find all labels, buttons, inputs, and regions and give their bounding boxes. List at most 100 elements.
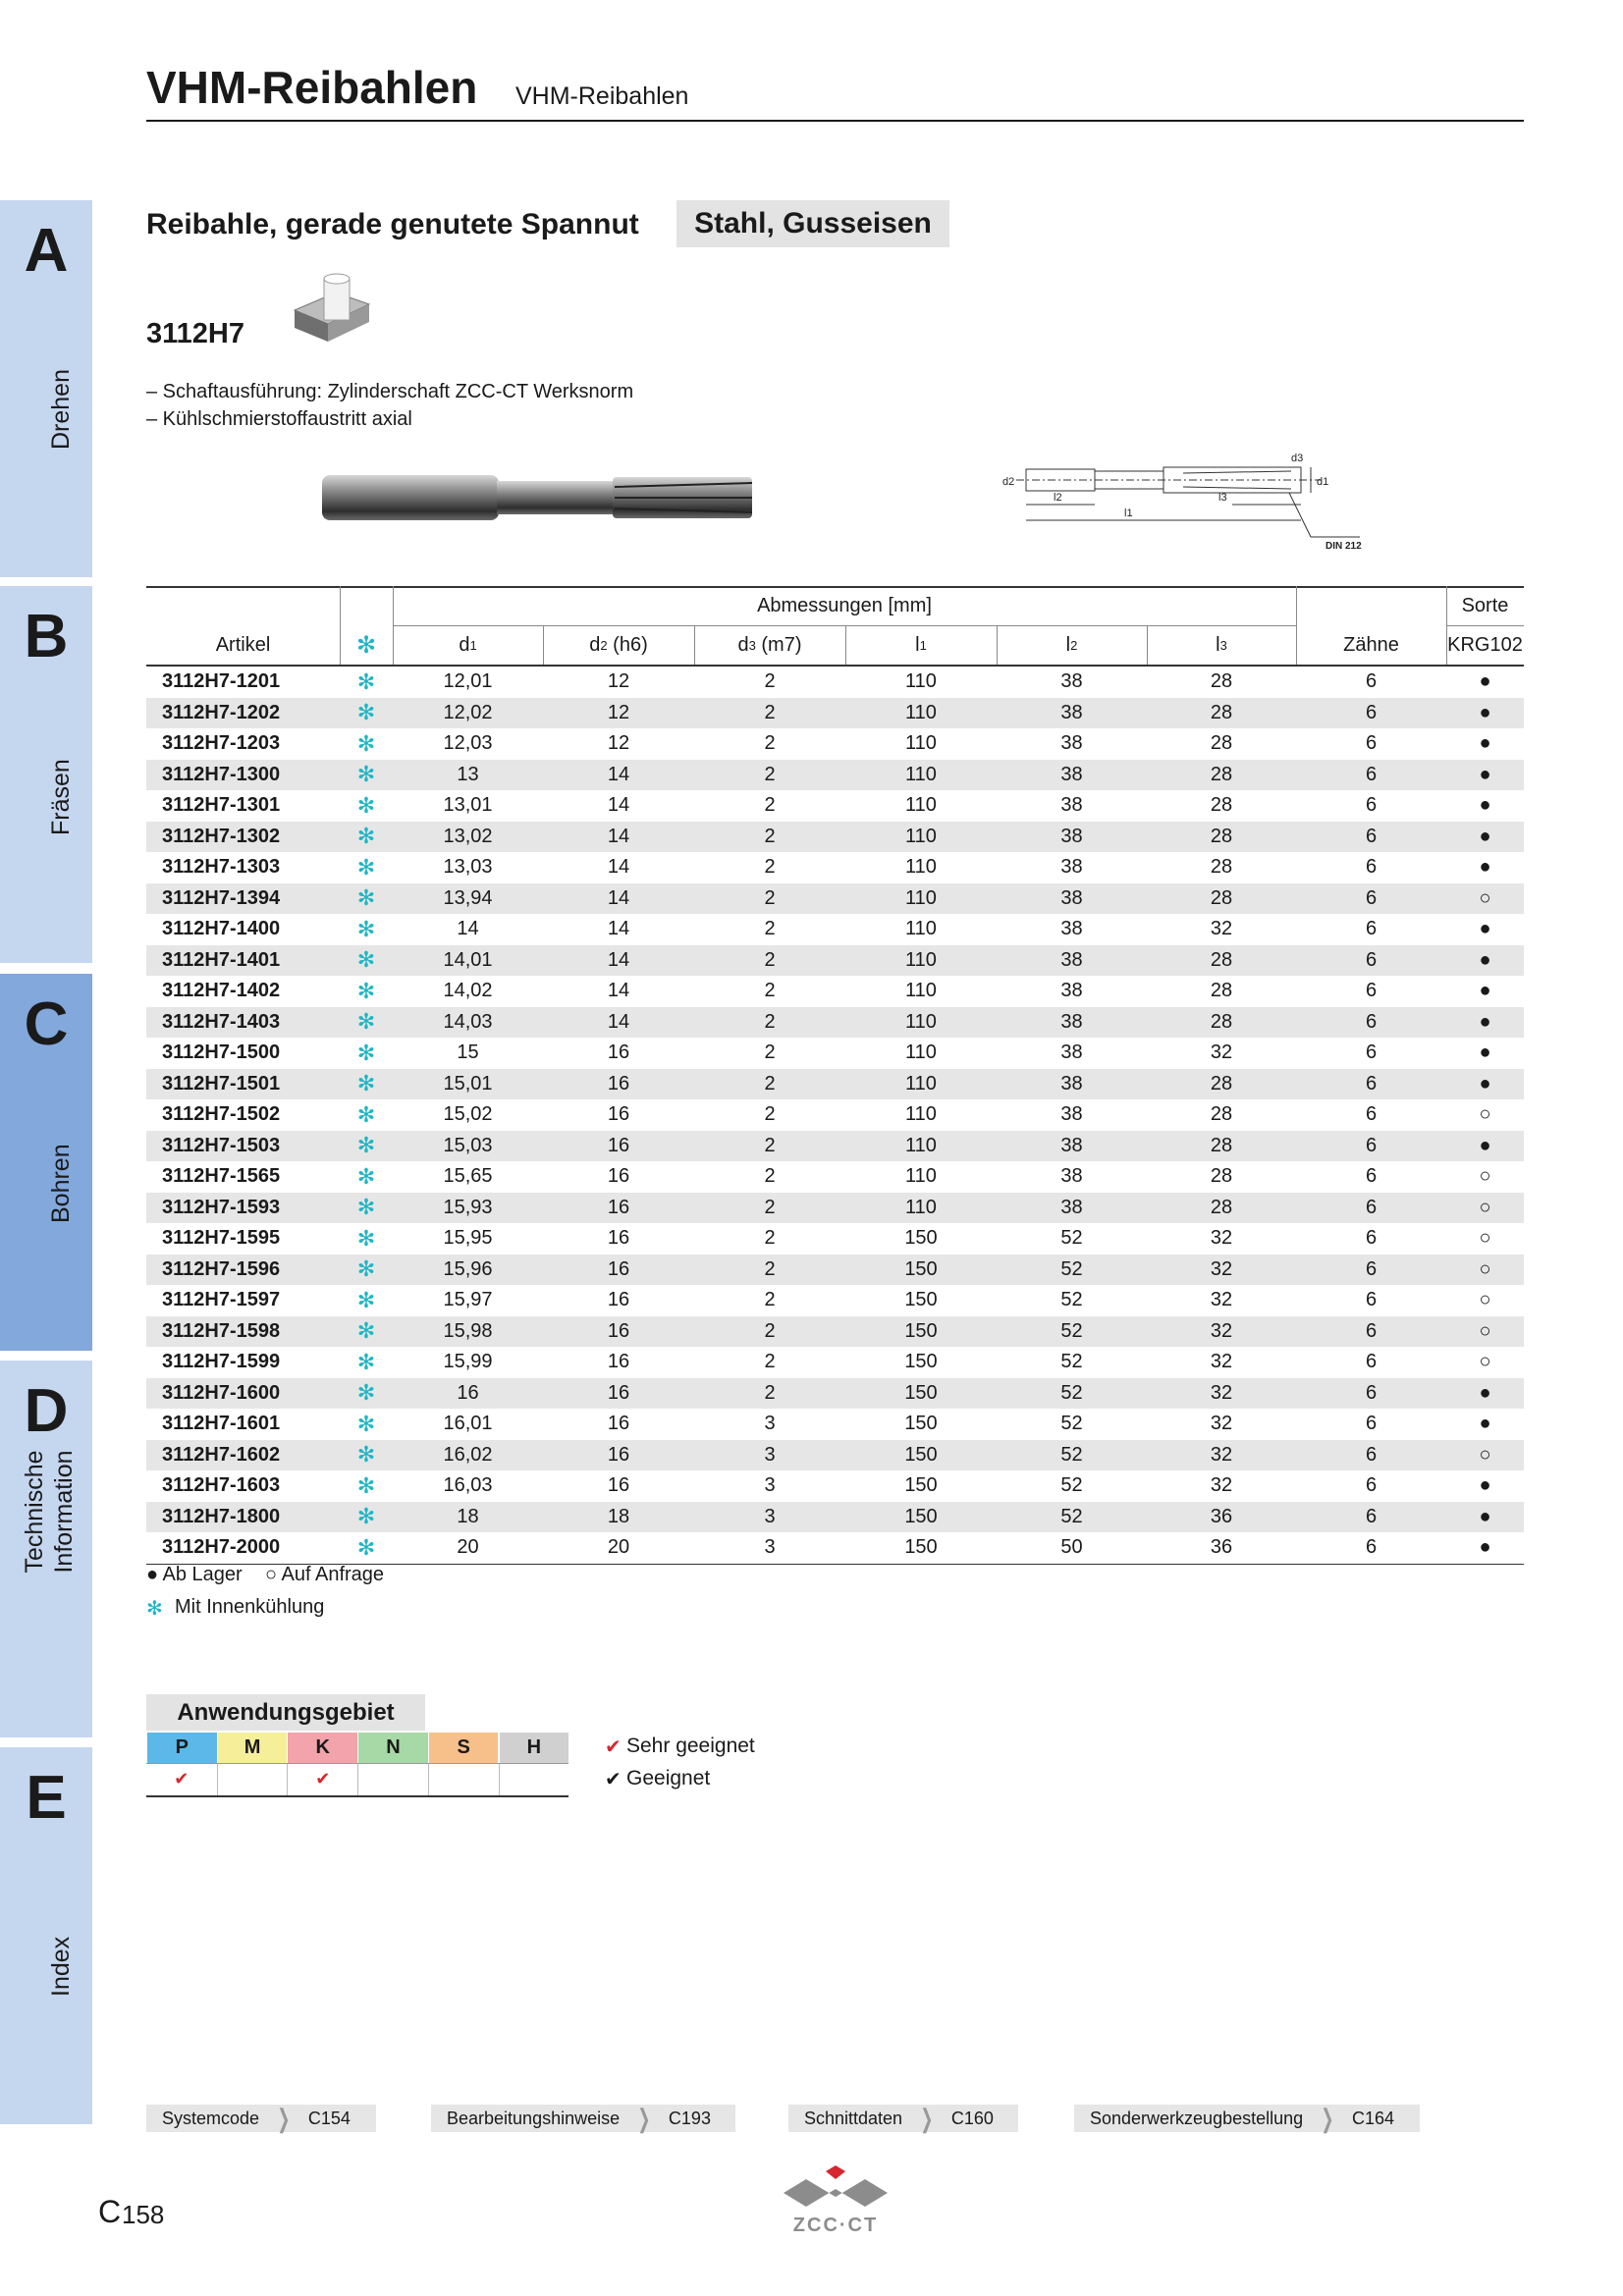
cooling-icon: ✻ <box>356 1256 376 1282</box>
row-shade <box>146 1439 1524 1470</box>
table-cell: 6 <box>1365 732 1378 755</box>
table-cell: 16 <box>607 1289 630 1311</box>
table-cell: 38 <box>1060 918 1083 940</box>
table-cell: ○ <box>1479 886 1491 909</box>
table-cell: 20 <box>607 1536 630 1559</box>
table-cell: 52 <box>1060 1289 1083 1311</box>
column-header-suffix: (m7) <box>755 633 802 656</box>
table-cell: 150 <box>904 1443 938 1466</box>
table-cell: 110 <box>905 948 937 971</box>
link-code: C160 <box>950 2108 994 2128</box>
table-cell: 12,01 <box>443 670 493 693</box>
article-number: 3112H7-1800 <box>162 1505 281 1527</box>
legend-very-suitable: Sehr geeignet <box>626 1735 755 1757</box>
cooling-icon: ✻ <box>356 730 376 756</box>
table-cell: 32 <box>1210 1227 1233 1250</box>
row-shade <box>146 821 1524 852</box>
table-cell: 16 <box>607 1041 630 1064</box>
footer-link[interactable]: Schnittdaten ❯ C160 <box>788 2103 1018 2133</box>
article-number: 3112H7-1394 <box>162 886 281 909</box>
legend-cooling: Mit Innenkühlung <box>175 1596 325 1618</box>
footer-link[interactable]: Systemcode ❯ C154 <box>146 2104 376 2133</box>
table-cell: ● <box>1479 794 1491 817</box>
table-cell: 2 <box>764 794 776 817</box>
cooling-icon: ✻ <box>356 854 376 880</box>
table-cell: 28 <box>1210 1165 1233 1188</box>
row-shade <box>146 944 1524 976</box>
table-cell: 12 <box>607 701 630 723</box>
table-cell: 6 <box>1365 1505 1378 1527</box>
table-cell: 14 <box>457 918 479 940</box>
cooling-icon: ✻ <box>356 1504 376 1529</box>
column-header-sub: 2 <box>1070 637 1078 653</box>
link-arrow: ❯ <box>920 2103 934 2133</box>
table-cell: 28 <box>1210 1196 1233 1218</box>
drawing-label: d1 <box>1317 476 1328 488</box>
table-cell: 110 <box>905 1196 937 1218</box>
suitability-cell <box>357 1763 428 1795</box>
table-cell: 28 <box>1210 856 1233 879</box>
table-cell: 13,02 <box>443 825 493 847</box>
suitability-cell: ✔ <box>287 1763 357 1795</box>
link-code: C164 <box>1351 2108 1394 2128</box>
cooling-icon: ✻ <box>356 762 376 787</box>
table-rule <box>393 625 1296 626</box>
table-cell: 36 <box>1210 1505 1233 1527</box>
row-shade <box>146 1130 1524 1161</box>
row-shade <box>146 1192 1524 1223</box>
table-cell: 38 <box>1060 1103 1083 1126</box>
column-header-text: Artikel <box>215 633 271 656</box>
footer-link[interactable]: Bearbeitungshinweise ❯ C193 <box>431 2104 735 2133</box>
table-cell: 6 <box>1365 763 1378 785</box>
table-cell: 20 <box>457 1536 479 1559</box>
table-cell: 6 <box>1365 1041 1378 1064</box>
header-rule <box>146 120 1524 122</box>
column-header-sub: 1 <box>469 637 477 653</box>
article-number: 3112H7-1597 <box>162 1289 281 1311</box>
article-number: 3112H7-1502 <box>162 1103 281 1126</box>
table-cell: 16 <box>607 1072 630 1095</box>
link-code: C193 <box>668 2108 711 2128</box>
table-cell: 16 <box>607 1227 630 1250</box>
column-header-text: l <box>1216 633 1220 656</box>
footer-link[interactable]: Sonderwerkzeugbestellung ❯ C164 <box>1074 2103 1420 2133</box>
link-label: Systemcode <box>162 2108 260 2128</box>
side-tab: B Fräsen <box>0 586 92 963</box>
table-cell: 150 <box>904 1227 938 1250</box>
table-cell: 2 <box>764 918 776 940</box>
article-number: 3112H7-1601 <box>162 1413 281 1435</box>
cooling-icon: ✻ <box>356 1442 376 1468</box>
article-number: 3112H7-1500 <box>162 1041 281 1064</box>
column-header-text: d <box>737 633 749 656</box>
table-cell: 32 <box>1210 1413 1233 1435</box>
table-cell: 6 <box>1365 1227 1378 1250</box>
table-cell: 16 <box>607 1381 630 1404</box>
tab-letter: E <box>26 1764 67 1832</box>
article-number: 3112H7-1302 <box>162 825 281 847</box>
table-cell: ● <box>1479 1134 1491 1156</box>
table-cell: 6 <box>1365 1536 1378 1559</box>
page-title: VHM-Reibahlen <box>146 62 478 113</box>
table-cell: 3 <box>764 1536 776 1559</box>
table-rule <box>146 1563 1524 1565</box>
table-cell: 15 <box>457 1041 479 1064</box>
cooling-icon: ✻ <box>356 1411 376 1436</box>
tab-letter: D <box>24 1377 69 1445</box>
material-group: K <box>287 1733 358 1763</box>
page-number: 158 <box>122 2200 165 2229</box>
table-rule <box>146 586 1524 588</box>
table-cell: 150 <box>904 1351 938 1373</box>
table-cell: 14 <box>607 918 630 940</box>
article-number: 3112H7-1598 <box>162 1319 281 1342</box>
table-cell: ○ <box>1479 1257 1491 1280</box>
tool-image <box>322 475 753 520</box>
link-arrow: ❯ <box>1321 2103 1334 2133</box>
table-cell: 16 <box>607 1474 630 1497</box>
table-cell: 32 <box>1210 1381 1233 1404</box>
table-cell: 38 <box>1060 948 1083 971</box>
drawing-norm: DIN 212 <box>1325 541 1362 552</box>
table-cell: ○ <box>1479 1351 1491 1373</box>
tab-label: Drehen <box>47 369 75 450</box>
